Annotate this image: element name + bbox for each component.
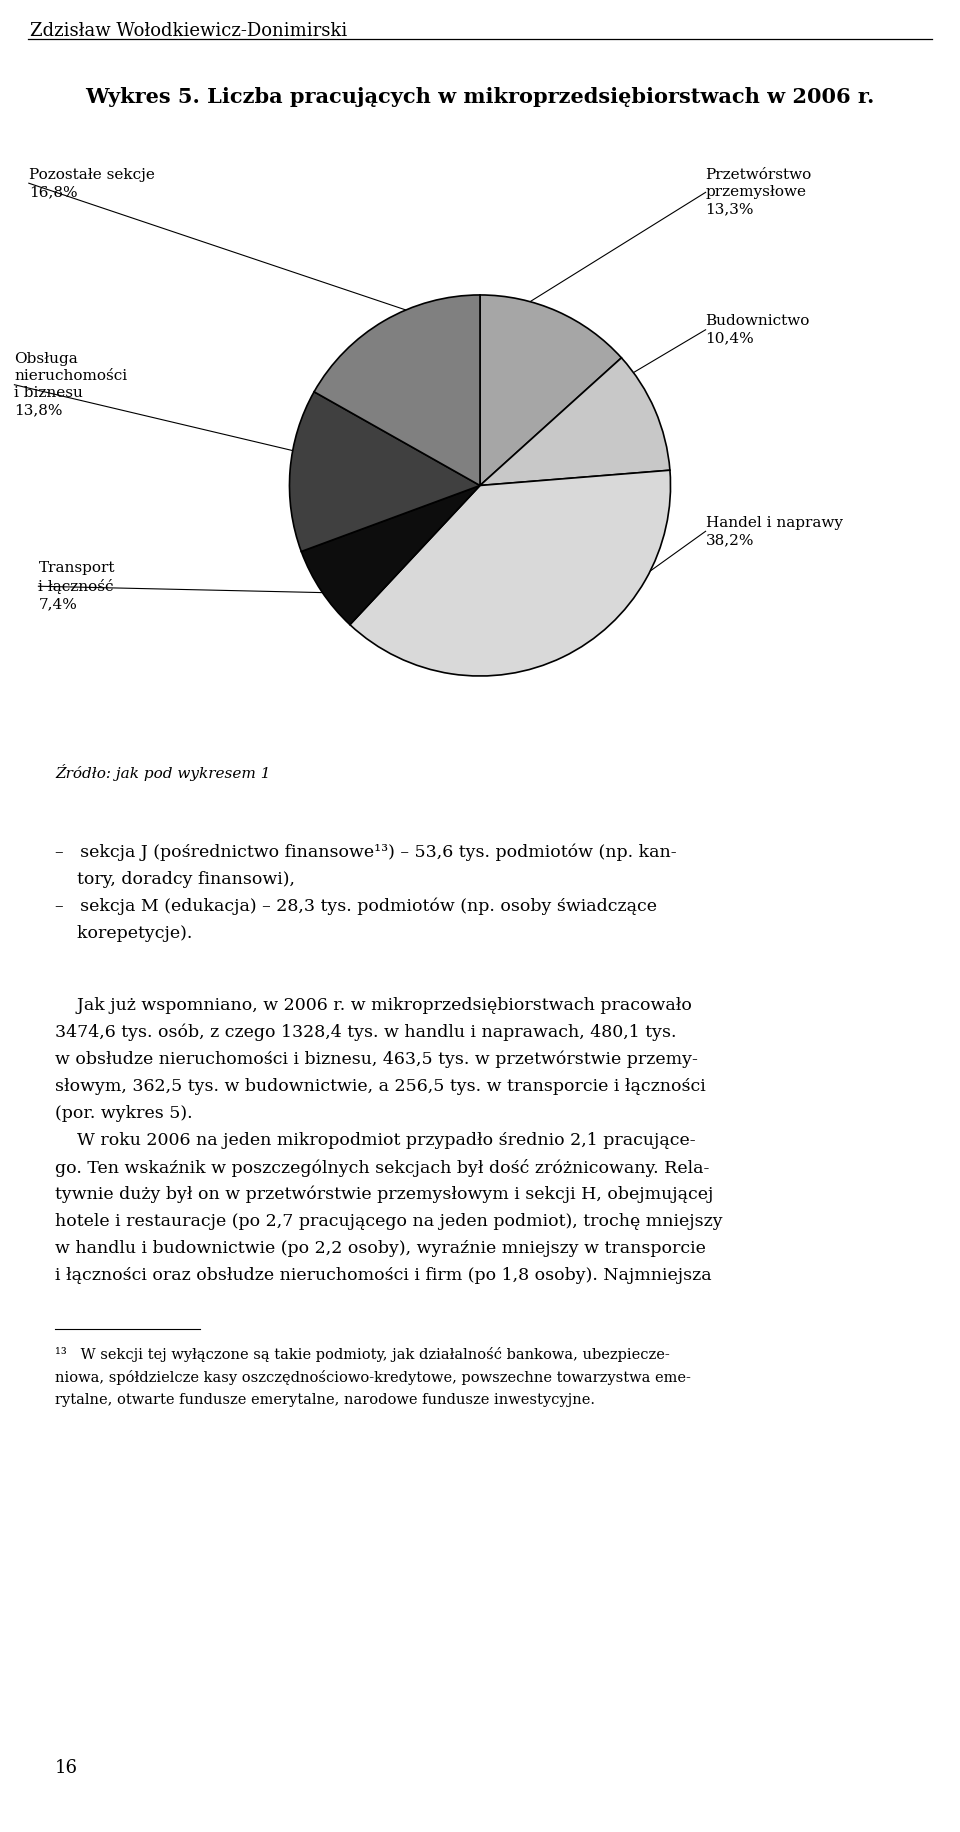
Text: niowa, spółdzielcze kasy oszczędnościowo-kredytowe, powszechne towarzystwa eme-: niowa, spółdzielcze kasy oszczędnościowo…	[55, 1370, 691, 1385]
Text: korepetycje).: korepetycje).	[55, 925, 192, 942]
Text: –   sekcja J (pośrednictwo finansowe¹³) – 53,6 tys. podmiotów (np. kan-: – sekcja J (pośrednictwo finansowe¹³) – …	[55, 845, 677, 861]
Text: tywnie duży był on w przetwórstwie przemysłowym i sekcji H, obejmującej: tywnie duży był on w przetwórstwie przem…	[55, 1185, 713, 1204]
Wedge shape	[480, 357, 670, 485]
Text: (por. wykres 5).: (por. wykres 5).	[55, 1105, 193, 1121]
Text: W roku 2006 na jeden mikropodmiot przypadło średnio 2,1 pracujące-: W roku 2006 na jeden mikropodmiot przypa…	[55, 1132, 696, 1149]
Text: hotele i restauracje (po 2,7 pracującego na jeden podmiot), trochę mniejszy: hotele i restauracje (po 2,7 pracującego…	[55, 1213, 723, 1229]
Text: w obsłudze nieruchomości i biznesu, 463,5 tys. w przetwórstwie przemy-: w obsłudze nieruchomości i biznesu, 463,…	[55, 1050, 698, 1068]
Text: Handel i naprawy
38,2%: Handel i naprawy 38,2%	[706, 515, 843, 548]
Text: Obsługa
nieruchomości
i biznesu
13,8%: Obsługa nieruchomości i biznesu 13,8%	[14, 352, 128, 418]
Text: –   sekcja M (edukacja) – 28,3 tys. podmiotów (np. osoby świadczące: – sekcja M (edukacja) – 28,3 tys. podmio…	[55, 898, 657, 916]
Text: Transport
i łączność
7,4%: Transport i łączność 7,4%	[38, 561, 115, 612]
Wedge shape	[301, 485, 480, 625]
Wedge shape	[349, 471, 670, 676]
Text: Zdzisław Wołodkiewicz-Donimirski: Zdzisław Wołodkiewicz-Donimirski	[30, 22, 348, 40]
Text: Przetwórstwo
przemysłowe
13,3%: Przetwórstwo przemysłowe 13,3%	[706, 169, 812, 216]
Text: ¹³   W sekcji tej wyłączone są takie podmioty, jak działalność bankowa, ubezpiec: ¹³ W sekcji tej wyłączone są takie podmi…	[55, 1347, 670, 1361]
Wedge shape	[290, 392, 480, 551]
Text: słowym, 362,5 tys. w budownictwie, a 256,5 tys. w transporcie i łączności: słowym, 362,5 tys. w budownictwie, a 256…	[55, 1077, 706, 1096]
Text: Jak już wspomniano, w 2006 r. w mikroprzedsiębiorstwach pracowało: Jak już wspomniano, w 2006 r. w mikroprz…	[55, 997, 692, 1013]
Text: rytalne, otwarte fundusze emerytalne, narodowe fundusze inwestycyjne.: rytalne, otwarte fundusze emerytalne, na…	[55, 1392, 595, 1407]
Text: 3474,6 tys. osób, z czego 1328,4 tys. w handlu i naprawach, 480,1 tys.: 3474,6 tys. osób, z czego 1328,4 tys. w …	[55, 1024, 677, 1041]
Text: Źródło: jak pod wykresem 1: Źródło: jak pod wykresem 1	[55, 764, 271, 780]
Text: tory, doradcy finansowi),: tory, doradcy finansowi),	[55, 870, 295, 889]
Text: w handlu i budownictwie (po 2,2 osoby), wyraźnie mniejszy w transporcie: w handlu i budownictwie (po 2,2 osoby), …	[55, 1240, 706, 1257]
Text: go. Ten wskaźnik w poszczególnych sekcjach był dość zróżnicowany. Rela-: go. Ten wskaźnik w poszczególnych sekcja…	[55, 1158, 709, 1176]
Text: Wykres 5. Liczba pracujących w mikroprzedsiębiorstwach w 2006 r.: Wykres 5. Liczba pracujących w mikroprze…	[85, 86, 875, 106]
Wedge shape	[480, 295, 621, 485]
Wedge shape	[314, 295, 480, 485]
Text: Budownictwo
10,4%: Budownictwo 10,4%	[706, 313, 810, 346]
Text: Pozostałe sekcje
16,8%: Pozostałe sekcje 16,8%	[29, 167, 155, 200]
Text: 16: 16	[55, 1759, 78, 1777]
Text: i łączności oraz obsłudze nieruchomości i firm (po 1,8 osoby). Najmniejsza: i łączności oraz obsłudze nieruchomości …	[55, 1266, 711, 1284]
